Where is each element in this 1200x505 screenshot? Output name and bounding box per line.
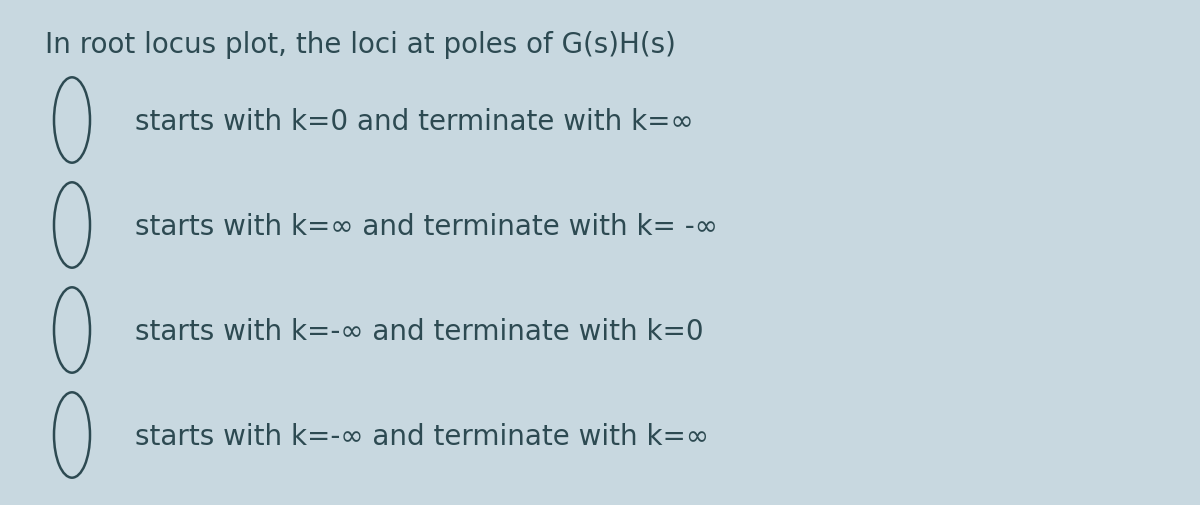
Text: starts with k=0 and terminate with k=∞: starts with k=0 and terminate with k=∞ (134, 108, 694, 136)
Text: starts with k=∞ and terminate with k= -∞: starts with k=∞ and terminate with k= -∞ (134, 213, 718, 240)
Text: In root locus plot, the loci at poles of G(s)H(s): In root locus plot, the loci at poles of… (46, 31, 676, 59)
Text: starts with k=-∞ and terminate with k=∞: starts with k=-∞ and terminate with k=∞ (134, 422, 709, 450)
Text: starts with k=-∞ and terminate with k=0: starts with k=-∞ and terminate with k=0 (134, 317, 703, 345)
